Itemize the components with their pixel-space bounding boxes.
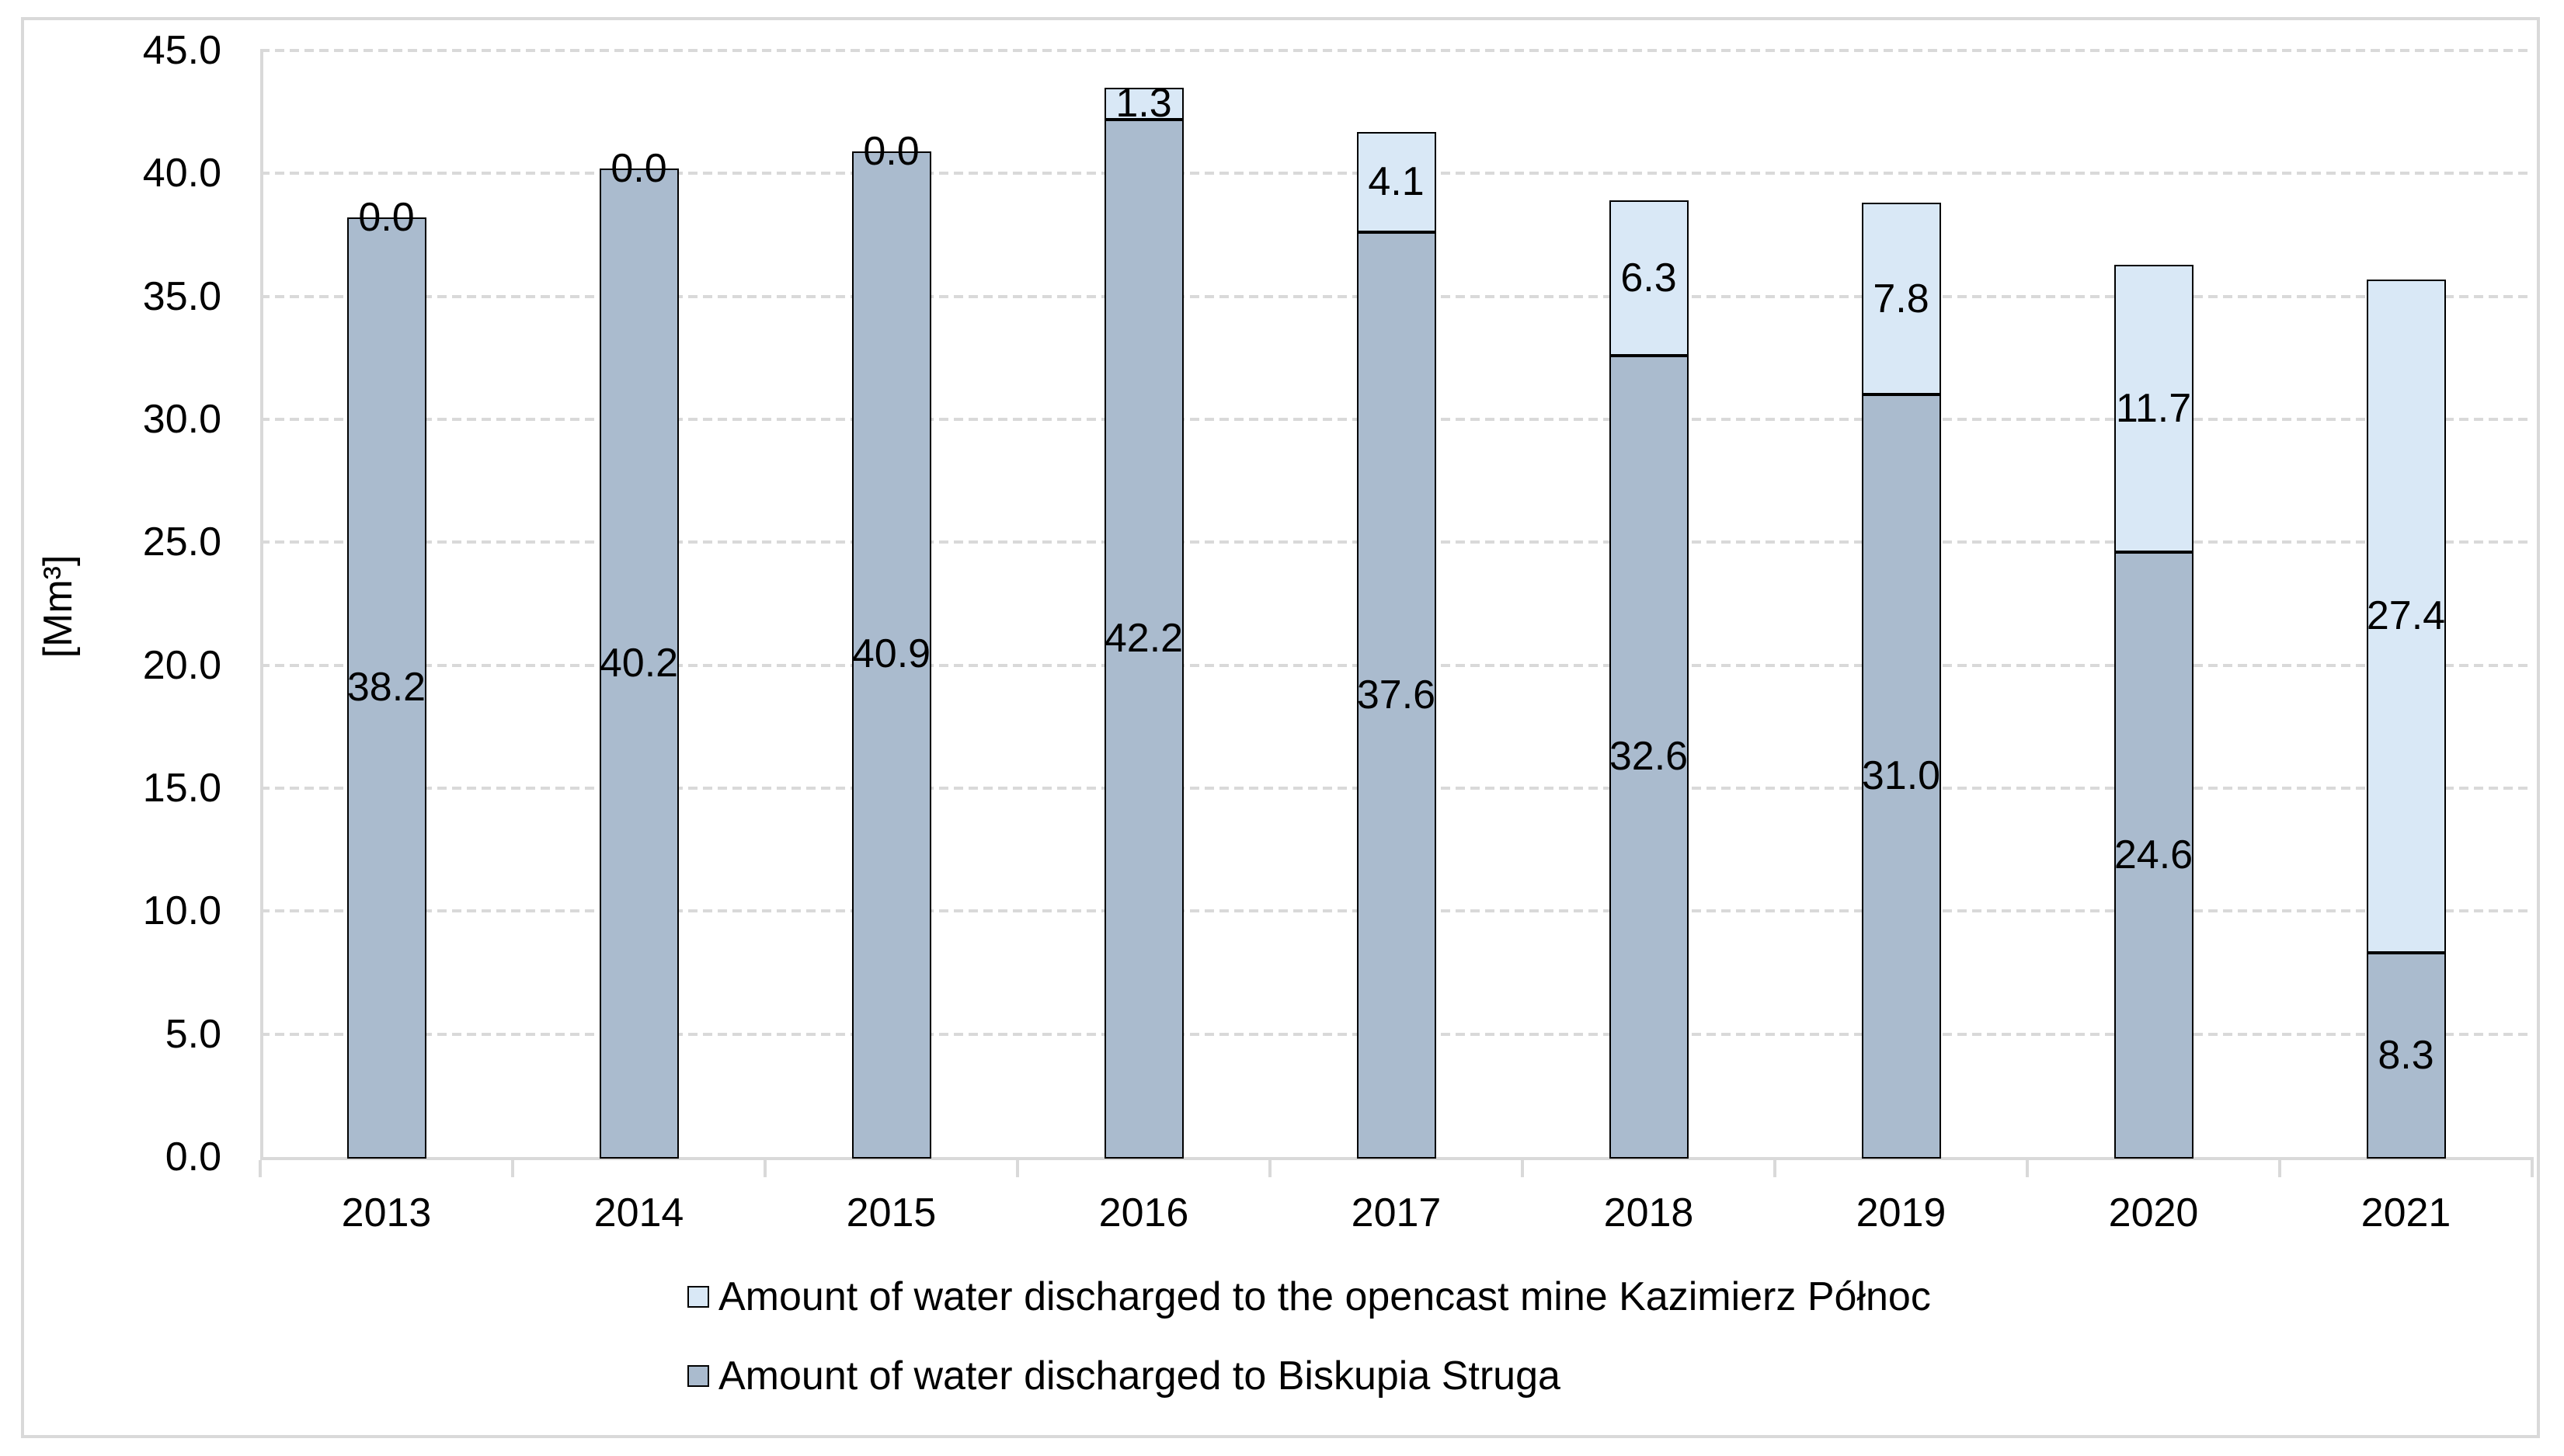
x-axis-label: 2013 — [270, 1189, 503, 1237]
bar-value-label-bottom: 31.0 — [1785, 752, 2018, 800]
x-axis-tick — [1268, 1160, 1272, 1177]
y-axis-tick-label: 20.0 — [26, 641, 221, 690]
y-axis-tick-label: 0.0 — [26, 1133, 221, 1181]
bar-value-label-top: 11.7 — [2037, 384, 2270, 433]
x-axis-label: 2014 — [523, 1189, 756, 1237]
x-axis-tick — [2531, 1160, 2534, 1177]
bar-value-label-top: 6.3 — [1532, 254, 1766, 302]
bar-value-label-bottom: 40.9 — [775, 630, 1008, 678]
y-axis-tick-label: 15.0 — [26, 764, 221, 812]
legend-item-biskupia-struga: Amount of water discharged to Biskupia S… — [687, 1352, 2163, 1400]
y-axis-tick-label: 40.0 — [26, 149, 221, 197]
legend-label-kazimierz-polnoc: Amount of water discharged to the openca… — [718, 1273, 1931, 1321]
bar-value-label-bottom: 37.6 — [1280, 671, 1513, 719]
bar-value-label-bottom: 32.6 — [1532, 732, 1766, 780]
bar-value-label-bottom: 38.2 — [270, 663, 503, 711]
bar-value-label-top: 4.1 — [1280, 158, 1513, 206]
bar-value-label-bottom: 8.3 — [2290, 1031, 2523, 1079]
bar-value-label-top: 7.8 — [1785, 275, 2018, 323]
y-axis-tick-label: 35.0 — [26, 273, 221, 321]
x-axis-tick — [1773, 1160, 1776, 1177]
y-axis-tick-label: 30.0 — [26, 395, 221, 443]
legend-marker-kazimierz-polnoc — [687, 1286, 709, 1308]
y-axis-tick-label: 45.0 — [26, 26, 221, 75]
y-axis-tick-label: 10.0 — [26, 887, 221, 935]
x-axis-label: 2021 — [2290, 1189, 2523, 1237]
gridline — [260, 49, 2532, 52]
y-axis-tick-label: 5.0 — [26, 1010, 221, 1058]
bar-value-label-top: 0.0 — [775, 127, 1008, 175]
bar-value-label-top: 27.4 — [2290, 592, 2523, 640]
y-axis-line — [260, 50, 263, 1160]
y-axis-tick-label: 25.0 — [26, 518, 221, 566]
x-axis-tick — [1521, 1160, 1524, 1177]
x-axis-label: 2016 — [1028, 1189, 1261, 1237]
bar-value-label-bottom: 42.2 — [1028, 614, 1261, 662]
x-axis-tick — [764, 1160, 767, 1177]
x-axis-label: 2019 — [1785, 1189, 2018, 1237]
legend-item-kazimierz-polnoc: Amount of water discharged to the openca… — [687, 1273, 2163, 1321]
bar-value-label-top: 1.3 — [1028, 79, 1261, 127]
x-axis-tick — [511, 1160, 514, 1177]
x-axis-tick — [2278, 1160, 2281, 1177]
x-axis-label: 2018 — [1532, 1189, 1766, 1237]
x-axis-label: 2017 — [1280, 1189, 1513, 1237]
x-axis-tick — [1016, 1160, 1019, 1177]
legend-marker-biskupia-struga — [687, 1365, 709, 1387]
bar-value-label-top: 0.0 — [270, 193, 503, 242]
x-axis-tick — [259, 1160, 262, 1177]
x-axis-label: 2015 — [775, 1189, 1008, 1237]
bar-value-label-bottom: 24.6 — [2037, 831, 2270, 879]
x-axis-label: 2020 — [2037, 1189, 2270, 1237]
bar-value-label-top: 0.0 — [523, 144, 756, 193]
bar-value-label-bottom: 40.2 — [523, 639, 756, 687]
legend-label-biskupia-struga: Amount of water discharged to Biskupia S… — [718, 1352, 1560, 1400]
x-axis-tick — [2026, 1160, 2029, 1177]
